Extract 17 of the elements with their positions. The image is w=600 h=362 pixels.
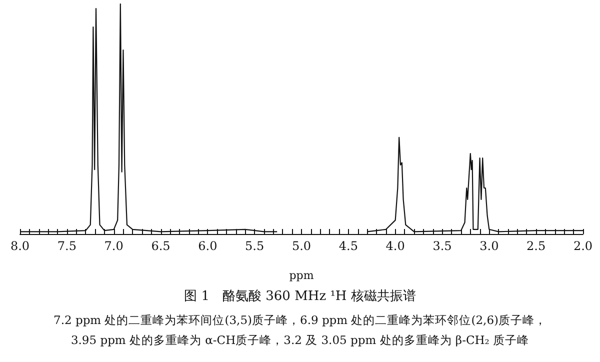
x-tick-label: 6.0 — [198, 239, 218, 253]
x-tick-label: 6.5 — [151, 239, 170, 253]
x-tick-label: 4.0 — [386, 239, 405, 253]
text: 7.2 ppm 处的二重峰为苯环间位(3,5)质子峰，6.9 ppm 处的二重峰为苯环邻位(2,6)质子峰， — [54, 313, 546, 327]
x-tick-label: 4.5 — [338, 239, 358, 253]
x-tick-label: 7.5 — [57, 239, 76, 253]
x-tick-label: 3.5 — [432, 239, 452, 253]
x-tick-label: 7.0 — [104, 239, 124, 253]
x-tick-label: 2.0 — [573, 239, 593, 253]
x-tick-label: 5.0 — [292, 239, 312, 253]
text: 图 1 酪氨酸 360 MHz ¹H 核磁共振谱 — [184, 289, 416, 304]
x-tick-label: 2.5 — [526, 239, 546, 253]
x-tick-label: 3.0 — [480, 239, 499, 253]
x-axis-title: ppm — [289, 269, 314, 282]
text: 3.95 ppm 处的多重峰为 α-CH质子峰，3.2 及 3.05 ppm 处的多重峰为 β-CH₂ 质子峰 — [70, 333, 530, 347]
x-tick-label: 5.5 — [245, 239, 264, 253]
x-tick-label: 8.0 — [10, 239, 30, 253]
